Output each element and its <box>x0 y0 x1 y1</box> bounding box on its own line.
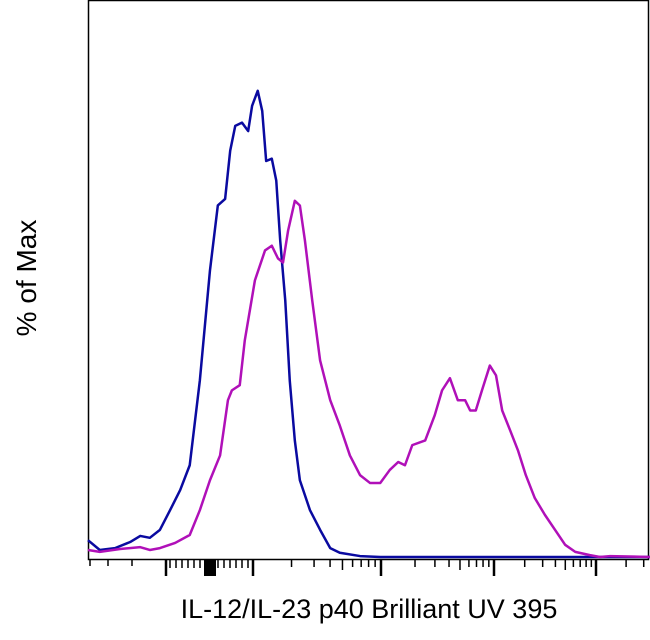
series-line-1 <box>87 199 650 559</box>
y-axis-label: % of Max <box>11 219 42 337</box>
x-axis-ticks <box>89 560 645 576</box>
histogram-chart <box>87 0 650 576</box>
series-line-0 <box>87 89 650 559</box>
x-axis-label: IL-12/IL-23 p40 Brilliant UV 395 <box>180 594 558 624</box>
plot-frame <box>87 0 650 561</box>
series-lines <box>87 89 650 559</box>
